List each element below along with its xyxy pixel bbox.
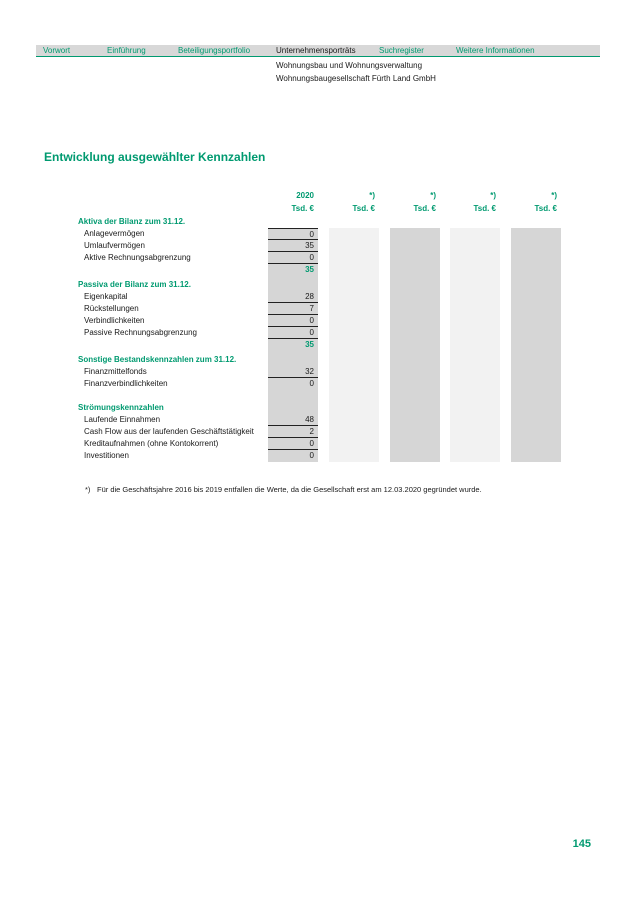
row-label: Kreditaufnahmen (ohne Kontokorrent) bbox=[84, 439, 219, 448]
section-header: Passiva der Bilanz zum 31.12. bbox=[78, 280, 191, 289]
col-header-year: 2020 bbox=[296, 191, 314, 200]
row-value: 48 bbox=[268, 414, 318, 426]
total-value: 35 bbox=[305, 340, 314, 349]
row-value: 35 bbox=[268, 240, 318, 252]
table-row: Umlaufvermögen 35 bbox=[44, 240, 561, 252]
table-row: Finanzverbindlichkeiten 0 bbox=[44, 378, 561, 390]
col-header-unit: Tsd. € bbox=[352, 204, 375, 213]
total-row: 35 bbox=[44, 264, 561, 276]
row-value: 0 bbox=[268, 327, 318, 339]
row-label: Passive Rechnungsabgrenzung bbox=[84, 328, 197, 337]
total-value: 35 bbox=[305, 265, 314, 274]
top-nav: Vorwort Einführung Beteiligungsportfolio… bbox=[36, 45, 600, 57]
total-row: 35 bbox=[44, 339, 561, 351]
table-row: Aktive Rechnungsabgrenzung 0 bbox=[44, 252, 561, 264]
row-value: 0 bbox=[309, 379, 314, 388]
table-row: Verbindlichkeiten 0 bbox=[44, 315, 561, 327]
row-label: Cash Flow aus der laufenden Geschäftstät… bbox=[84, 427, 254, 436]
nav-item-vorwort[interactable]: Vorwort bbox=[43, 46, 71, 55]
row-label: Verbindlichkeiten bbox=[84, 316, 145, 325]
col-header-unit: Tsd. € bbox=[534, 204, 557, 213]
footnote: *) Für die Geschäftsjahre 2016 bis 2019 e… bbox=[85, 484, 482, 495]
row-value: 0 bbox=[309, 451, 314, 460]
col-header-unit: Tsd. € bbox=[473, 204, 496, 213]
row-value: 28 bbox=[268, 291, 318, 303]
table-row: Passive Rechnungsabgrenzung 0 bbox=[44, 327, 561, 339]
row-label: Eigenkapital bbox=[84, 292, 128, 301]
page-number: 145 bbox=[572, 838, 591, 850]
row-value: 32 bbox=[268, 366, 318, 378]
column-band-2017 bbox=[450, 228, 500, 462]
nav-item-suchregister[interactable]: Suchregister bbox=[379, 46, 424, 55]
table-row: Kreditaufnahmen (ohne Kontokorrent) 0 bbox=[44, 438, 561, 450]
section-header: Sonstige Bestandskennzahlen zum 31.12. bbox=[78, 355, 237, 364]
section-header-row: Passiva der Bilanz zum 31.12. bbox=[44, 279, 561, 291]
col-header-asterisk: *) bbox=[490, 191, 496, 200]
row-value: 0 bbox=[268, 252, 318, 264]
table-row: Anlagevermögen 0 bbox=[44, 228, 561, 240]
row-value: 7 bbox=[268, 303, 318, 315]
table-row: Investitionen 0 bbox=[44, 450, 561, 462]
row-value: 0 bbox=[268, 438, 318, 450]
footnote-text: Für die Geschäftsjahre 2016 bis 2019 ent… bbox=[97, 485, 482, 494]
page-title: Entwicklung ausgewählter Kennzahlen bbox=[44, 150, 266, 164]
row-label: Rückstellungen bbox=[84, 304, 139, 313]
col-header-asterisk: *) bbox=[551, 191, 557, 200]
row-label: Laufende Einnahmen bbox=[84, 415, 161, 424]
breadcrumb-company: Wohnungsbaugesellschaft Fürth Land GmbH bbox=[276, 74, 436, 83]
nav-item-unternehmensportraets[interactable]: Unternehmensporträts bbox=[276, 46, 356, 55]
col-header-unit: Tsd. € bbox=[291, 204, 314, 213]
col-header-asterisk: *) bbox=[369, 191, 375, 200]
row-value: 0 bbox=[268, 315, 318, 327]
row-label: Finanzmittelfonds bbox=[84, 367, 147, 376]
table-row: Eigenkapital 28 bbox=[44, 291, 561, 303]
column-band-2019 bbox=[329, 228, 379, 462]
section-header-row: Strömungskennzahlen bbox=[44, 402, 561, 414]
kennzahlen-table: 2020 *) *) *) *) Tsd. € Tsd. € Tsd. € Ts… bbox=[44, 0, 564, 560]
row-label: Investitionen bbox=[84, 451, 129, 460]
section-header: Strömungskennzahlen bbox=[78, 403, 164, 412]
nav-item-weitere-informationen[interactable]: Weitere Informationen bbox=[456, 46, 535, 55]
section-header: Aktiva der Bilanz zum 31.12. bbox=[78, 217, 186, 226]
row-label: Umlaufvermögen bbox=[84, 241, 145, 250]
column-band-2018 bbox=[390, 228, 440, 462]
section-header-row: Sonstige Bestandskennzahlen zum 31.12. bbox=[44, 354, 561, 366]
col-header-asterisk: *) bbox=[430, 191, 436, 200]
column-band-2020 bbox=[268, 228, 318, 462]
table-row: Rückstellungen 7 bbox=[44, 303, 561, 315]
row-label: Finanzverbindlichkeiten bbox=[84, 379, 168, 388]
footnote-marker: *) bbox=[85, 485, 91, 494]
table-row: Finanzmittelfonds 32 bbox=[44, 366, 561, 378]
row-value: 2 bbox=[268, 426, 318, 438]
row-value: 0 bbox=[268, 228, 318, 240]
row-label: Anlagevermögen bbox=[84, 229, 145, 238]
breadcrumb-section: Wohnungsbau und Wohnungsverwaltung bbox=[276, 61, 423, 70]
section-header-row: Aktiva der Bilanz zum 31.12. bbox=[44, 216, 561, 228]
nav-item-einfuehrung[interactable]: Einführung bbox=[107, 46, 146, 55]
column-band-2016 bbox=[511, 228, 561, 462]
table-row: Laufende Einnahmen 48 bbox=[44, 414, 561, 426]
row-label: Aktive Rechnungsabgrenzung bbox=[84, 253, 191, 262]
col-header-unit: Tsd. € bbox=[413, 204, 436, 213]
table-row: Cash Flow aus der laufenden Geschäftstät… bbox=[44, 426, 561, 438]
nav-item-beteiligungsportfolio[interactable]: Beteiligungsportfolio bbox=[178, 46, 251, 55]
